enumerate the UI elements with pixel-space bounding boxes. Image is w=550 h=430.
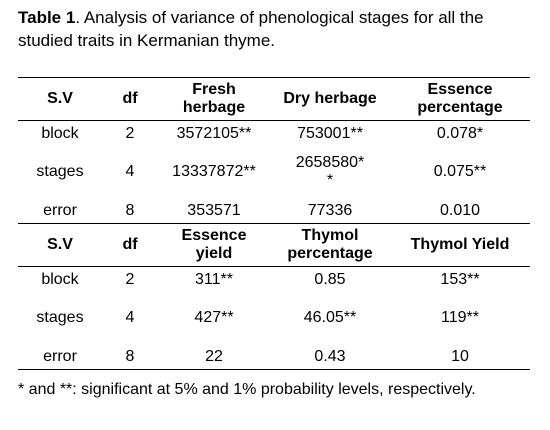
cell: 4 bbox=[125, 309, 135, 326]
header-text: Essence percentage bbox=[417, 81, 503, 116]
cell: 22 bbox=[205, 347, 223, 365]
header-text: Fresh herbage bbox=[182, 81, 246, 116]
cell: 4 bbox=[125, 163, 135, 180]
cell: 10 bbox=[451, 347, 469, 365]
header-text: Essence yield bbox=[181, 227, 247, 262]
data-row: error 8 22 0.43 10 bbox=[18, 344, 530, 370]
header-text: Thymol percentage bbox=[287, 227, 373, 262]
cell: 2658580** bbox=[270, 146, 390, 198]
header-row: S.V df Fresh herbage Dry herbage Essence per… bbox=[18, 77, 530, 121]
header-row: S.V df Essence yield Thymol percentage Thymo… bbox=[18, 223, 530, 267]
cell: 753001** bbox=[297, 124, 363, 142]
caption-text: . Analysis of variance of phenological s… bbox=[18, 8, 484, 50]
table-caption: Table 1. Analysis of variance of phenolo… bbox=[18, 6, 518, 52]
data-row: stages 4 13337872** 2658580** 0.075** bbox=[18, 146, 530, 198]
header-cell: Thymol percentage bbox=[270, 224, 390, 267]
footnote: * and **: significant at 5% and 1% proba… bbox=[18, 381, 476, 398]
header-text: Thymol Yield bbox=[410, 236, 510, 253]
header-cell: Essence yield bbox=[158, 224, 270, 267]
cell: 119** bbox=[441, 309, 479, 326]
data-row: stages 4 427** 46.05** 119** bbox=[18, 292, 530, 344]
cell: 153** bbox=[440, 270, 480, 288]
data-row: block 2 311** 0.85 153** bbox=[18, 267, 530, 293]
cell: error bbox=[43, 347, 77, 365]
cell-text: 13337872** bbox=[172, 163, 256, 180]
cell: 46.05** bbox=[303, 309, 357, 326]
cell: 77336 bbox=[307, 201, 353, 219]
cell: 8 bbox=[125, 347, 135, 365]
header-cell: Thymol Yield bbox=[390, 224, 530, 267]
cell: stages bbox=[36, 309, 84, 326]
cell: block bbox=[41, 124, 79, 142]
cell-text: 2658580** bbox=[295, 154, 365, 189]
data-row: block 2 3572105** 753001** 0.078* bbox=[18, 121, 530, 147]
cell: 2 bbox=[125, 124, 135, 142]
cell: 2 bbox=[125, 270, 135, 288]
header-cell: Fresh herbage bbox=[158, 78, 270, 121]
cell: stages bbox=[36, 163, 84, 180]
header-cell: Dry herbage bbox=[270, 78, 390, 121]
cell: 3572105** bbox=[176, 124, 252, 142]
cell: 0.85 bbox=[314, 270, 346, 288]
cell: 0.078* bbox=[436, 124, 484, 142]
cell: block bbox=[41, 270, 79, 288]
caption-label: Table 1 bbox=[18, 8, 76, 27]
header-cell: Essence percentage bbox=[390, 78, 530, 121]
cell: 0.43 bbox=[314, 347, 346, 365]
cell: 8 bbox=[125, 201, 135, 219]
cell: error bbox=[43, 201, 77, 219]
data-row: error 8 353571 77336 0.010 bbox=[18, 198, 530, 224]
cell: 427** bbox=[194, 309, 234, 326]
header-text: Dry herbage bbox=[283, 90, 377, 107]
cell: 0.010 bbox=[439, 201, 481, 219]
header-cell: S.V bbox=[47, 90, 73, 107]
header-cell: S.V bbox=[47, 236, 73, 253]
cell: 0.075** bbox=[433, 163, 487, 180]
cell: 13337872** bbox=[158, 146, 270, 198]
cell: 311** bbox=[195, 270, 233, 288]
cell: 353571 bbox=[187, 201, 241, 219]
anova-table: S.V df Fresh herbage Dry herbage Essence per… bbox=[18, 77, 530, 370]
header-cell: df bbox=[122, 90, 138, 107]
header-cell: df bbox=[122, 236, 138, 253]
